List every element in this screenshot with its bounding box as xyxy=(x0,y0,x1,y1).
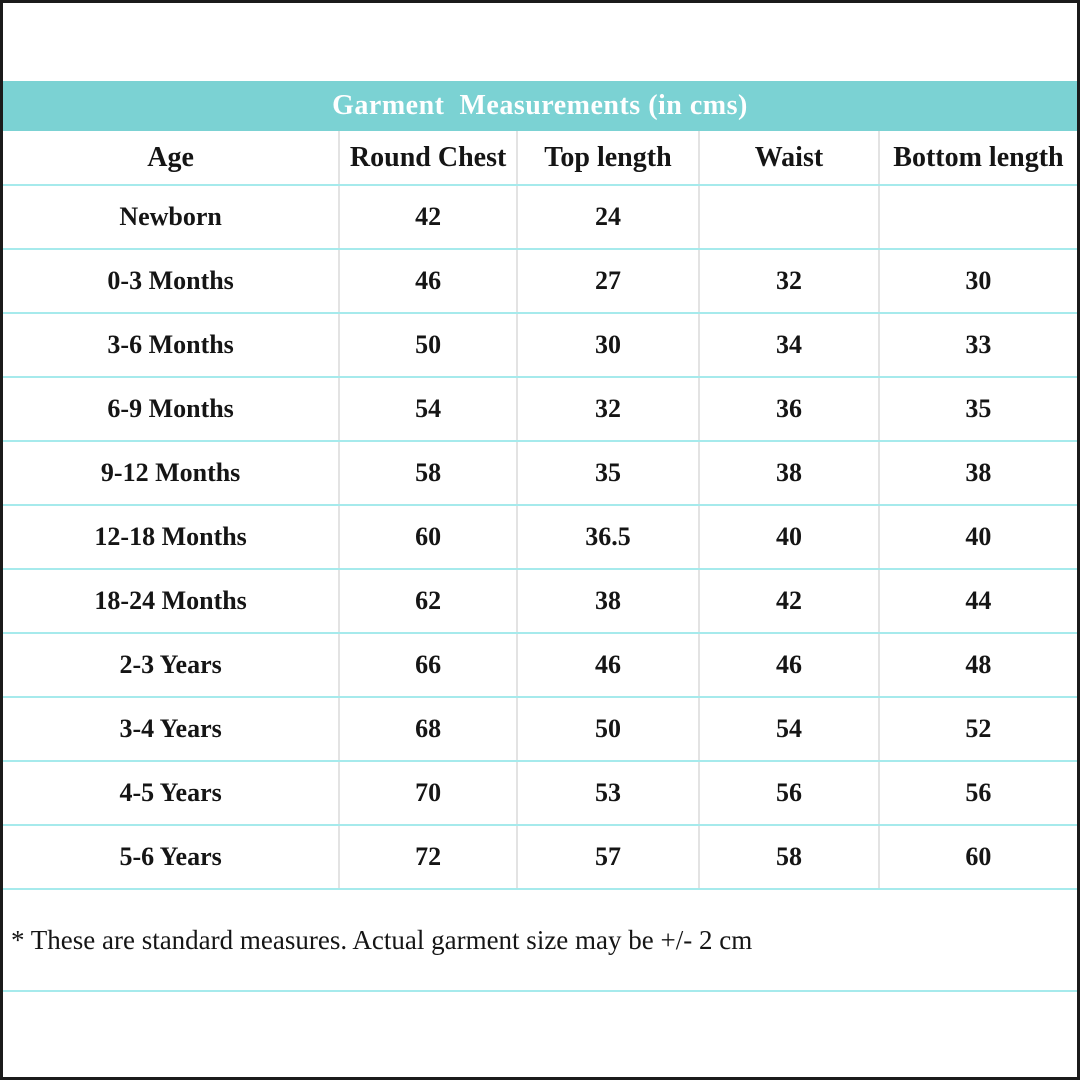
value-cell: 34 xyxy=(700,314,880,376)
value-cell: 48 xyxy=(965,650,992,679)
value-cell: 46 xyxy=(518,634,700,696)
age-cell: 3-6 Months xyxy=(3,314,341,376)
age-cell: 3-4 Years xyxy=(3,698,341,760)
value-cell: 57 xyxy=(518,826,700,888)
age-cell: 2-3 Years xyxy=(3,634,341,696)
value-cell: 40 xyxy=(965,522,992,551)
table-row: 5-6 Years 72 57 58 60 xyxy=(3,826,1077,890)
age-cell: 0-3 Months xyxy=(3,250,341,312)
table-title: Garment Measurements (in cms) xyxy=(332,90,748,121)
value-cell: 70 xyxy=(340,762,518,824)
value-cell: 32 xyxy=(518,378,700,440)
age-cell: 9-12 Months xyxy=(3,442,341,504)
value-cell: 50 xyxy=(518,698,700,760)
value-cell: 27 xyxy=(518,250,700,312)
value-cell: 58 xyxy=(700,826,880,888)
value-cell: 24 xyxy=(518,186,700,248)
column-header: Round Chest xyxy=(340,131,518,184)
value-cell: 53 xyxy=(518,762,700,824)
value-cell: 46 xyxy=(700,634,880,696)
value-cell: 42 xyxy=(700,570,880,632)
age-cell: 6-9 Months xyxy=(3,378,341,440)
column-header: Top length xyxy=(518,131,700,184)
value-cell: 38 xyxy=(518,570,700,632)
value-cell: 38 xyxy=(700,442,880,504)
value-cell: 68 xyxy=(340,698,518,760)
value-cell: 30 xyxy=(965,266,992,295)
value-cell: 36.5 xyxy=(518,506,700,568)
value-cell: 60 xyxy=(340,506,518,568)
top-whitespace xyxy=(3,3,1077,81)
age-cell: 18-24 Months xyxy=(3,570,341,632)
value-cell: 35 xyxy=(518,442,700,504)
column-header: Waist xyxy=(700,131,880,184)
table-row: 6-9 Months 54 32 36 35 xyxy=(3,378,1077,442)
table-row: 3-4 Years 68 50 54 52 xyxy=(3,698,1077,762)
age-cell: Newborn xyxy=(3,186,341,248)
value-cell: 56 xyxy=(700,762,880,824)
value-cell: 62 xyxy=(340,570,518,632)
value-cell: 52 xyxy=(965,714,992,743)
table-row: 4-5 Years 70 53 56 56 xyxy=(3,762,1077,826)
table-row: 18-24 Months 62 38 42 44 xyxy=(3,570,1077,634)
value-cell: 40 xyxy=(700,506,880,568)
table-title-band: Garment Measurements (in cms) xyxy=(3,81,1077,131)
value-cell: 32 xyxy=(700,250,880,312)
header-row: Age Round Chest Top length Waist Bottom leng… xyxy=(3,131,1077,186)
value-cell xyxy=(700,186,880,248)
value-cell: 44 xyxy=(965,586,992,615)
measurements-table: Age Round Chest Top length Waist Bottom leng… xyxy=(3,131,1077,890)
value-cell: 50 xyxy=(340,314,518,376)
value-cell: 54 xyxy=(340,378,518,440)
age-cell: 12-18 Months xyxy=(3,506,341,568)
value-cell: 38 xyxy=(965,458,992,487)
age-cell: 5-6 Years xyxy=(3,826,341,888)
value-cell: 42 xyxy=(340,186,518,248)
value-cell: 35 xyxy=(965,394,992,423)
value-cell: 58 xyxy=(340,442,518,504)
value-cell: 54 xyxy=(700,698,880,760)
value-cell: 33 xyxy=(965,330,992,359)
table-row: 9-12 Months 58 35 38 38 xyxy=(3,442,1077,506)
footnote-text: * These are standard measures. Actual ga… xyxy=(3,890,1077,992)
age-cell: 4-5 Years xyxy=(3,762,341,824)
column-header-age: Age xyxy=(3,131,341,184)
value-cell: 36 xyxy=(700,378,880,440)
table-row: 12-18 Months 60 36.5 40 40 xyxy=(3,506,1077,570)
column-header: Bottom length xyxy=(893,141,1064,173)
value-cell: 66 xyxy=(340,634,518,696)
value-cell: 46 xyxy=(340,250,518,312)
table-row: 2-3 Years 66 46 46 48 xyxy=(3,634,1077,698)
value-cell xyxy=(880,186,1077,248)
value-cell: 60 xyxy=(965,842,992,871)
table-row: 0-3 Months 46 27 32 30 xyxy=(3,250,1077,314)
value-cell: 30 xyxy=(518,314,700,376)
table-row: 3-6 Months 50 30 34 33 xyxy=(3,314,1077,378)
value-cell: 56 xyxy=(965,778,992,807)
value-cell: 72 xyxy=(340,826,518,888)
table-row: Newborn 42 24 xyxy=(3,186,1077,250)
